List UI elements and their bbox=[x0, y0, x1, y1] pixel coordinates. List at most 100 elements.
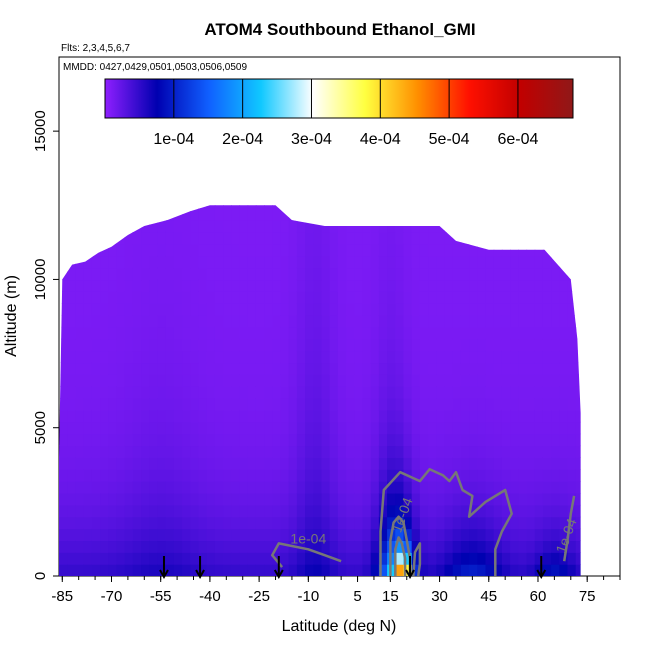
heat-cell bbox=[436, 398, 446, 411]
heat-cell bbox=[206, 409, 216, 423]
heat-cell bbox=[395, 398, 405, 411]
heat-cell bbox=[469, 338, 478, 352]
heat-cell bbox=[124, 386, 134, 399]
heat-cell bbox=[165, 433, 175, 447]
heat-cell bbox=[255, 267, 265, 281]
heat-cell bbox=[428, 279, 437, 292]
heat-cell bbox=[493, 208, 503, 221]
heat-cell bbox=[387, 315, 396, 328]
heat-cell bbox=[280, 279, 290, 292]
heat-cell bbox=[403, 303, 413, 316]
heat-cell bbox=[419, 421, 429, 435]
heat-cell bbox=[370, 374, 380, 387]
heat-cell bbox=[313, 220, 323, 233]
heat-cell bbox=[559, 504, 569, 518]
heat-cell bbox=[91, 374, 101, 387]
heat-cell bbox=[91, 481, 101, 494]
heat-cell bbox=[280, 255, 290, 269]
heat-cell bbox=[100, 516, 109, 530]
heat-cell bbox=[83, 421, 93, 435]
heat-cell bbox=[460, 528, 470, 542]
heat-cell bbox=[67, 433, 76, 447]
heat-cell bbox=[452, 220, 462, 233]
heat-cell bbox=[165, 362, 175, 375]
heat-cell bbox=[419, 409, 429, 423]
heat-cell bbox=[116, 492, 126, 506]
heat-cell bbox=[157, 243, 167, 257]
heat-cell bbox=[124, 564, 134, 577]
heat-cell bbox=[567, 564, 577, 577]
heat-cell bbox=[551, 386, 560, 399]
heat-cell bbox=[477, 255, 487, 269]
heat-cell bbox=[510, 220, 519, 233]
heat-cell bbox=[559, 267, 569, 281]
heat-cell bbox=[182, 279, 191, 292]
heat-cell bbox=[288, 564, 298, 577]
heat-cell bbox=[551, 326, 560, 340]
heat-cell bbox=[165, 338, 175, 352]
heat-cell bbox=[296, 279, 306, 292]
heat-cell bbox=[485, 231, 495, 245]
heat-cell bbox=[493, 374, 503, 387]
heat-cell bbox=[321, 205, 331, 209]
heat-cell bbox=[477, 350, 487, 364]
heat-cell bbox=[501, 255, 511, 269]
heat-cell bbox=[354, 205, 364, 209]
heat-cell bbox=[526, 326, 536, 340]
heat-cell bbox=[190, 409, 200, 423]
heat-cell bbox=[296, 208, 306, 221]
heat-cell bbox=[67, 231, 76, 245]
heat-cell bbox=[67, 255, 76, 269]
heat-cell bbox=[378, 338, 388, 352]
heat-cell bbox=[510, 421, 519, 435]
heat-cell bbox=[75, 564, 85, 577]
heat-cell bbox=[542, 516, 552, 530]
heat-cell bbox=[272, 481, 282, 494]
heat-cell bbox=[411, 540, 421, 553]
heat-cell bbox=[91, 409, 101, 423]
heat-cell bbox=[510, 279, 519, 292]
heat-cell bbox=[116, 338, 126, 352]
heat-cell bbox=[477, 540, 487, 553]
heat-cell bbox=[551, 350, 560, 364]
heat-cell bbox=[575, 303, 581, 316]
heat-cell bbox=[378, 291, 388, 304]
heat-cell bbox=[67, 504, 76, 518]
heat-cell bbox=[444, 220, 454, 233]
heat-cell bbox=[280, 303, 290, 316]
heat-cell bbox=[378, 303, 388, 316]
heat-cell bbox=[313, 231, 323, 245]
heat-cell bbox=[403, 481, 413, 494]
x-tick-label: -40 bbox=[199, 588, 221, 605]
heat-cell bbox=[567, 421, 577, 435]
heat-cell bbox=[329, 540, 339, 553]
heat-cell bbox=[165, 291, 175, 304]
heat-cell bbox=[460, 326, 470, 340]
heat-cell bbox=[354, 338, 364, 352]
heat-cell bbox=[255, 208, 265, 221]
concentration-field bbox=[59, 205, 581, 577]
heat-cell bbox=[264, 231, 273, 245]
heat-cell bbox=[132, 433, 142, 447]
heat-cell bbox=[83, 338, 93, 352]
heat-cell bbox=[182, 267, 191, 281]
heat-cell bbox=[231, 243, 241, 257]
heat-cell bbox=[305, 243, 314, 257]
heat-cell bbox=[305, 421, 314, 435]
contour-line bbox=[562, 495, 576, 562]
heat-cell bbox=[75, 469, 85, 482]
heat-cell bbox=[255, 386, 265, 399]
heat-cell bbox=[559, 255, 569, 269]
heat-cell bbox=[141, 457, 150, 470]
heat-cell bbox=[452, 362, 462, 375]
heat-cell bbox=[173, 231, 183, 245]
heat-cell bbox=[272, 374, 282, 387]
heat-cell bbox=[542, 205, 552, 209]
heat-cell bbox=[59, 481, 68, 494]
heat-cell bbox=[436, 457, 446, 470]
heat-cell bbox=[575, 528, 581, 542]
heat-cell bbox=[116, 433, 126, 447]
heat-cell bbox=[141, 279, 150, 292]
heat-cell bbox=[182, 516, 191, 530]
heat-cell bbox=[551, 255, 560, 269]
